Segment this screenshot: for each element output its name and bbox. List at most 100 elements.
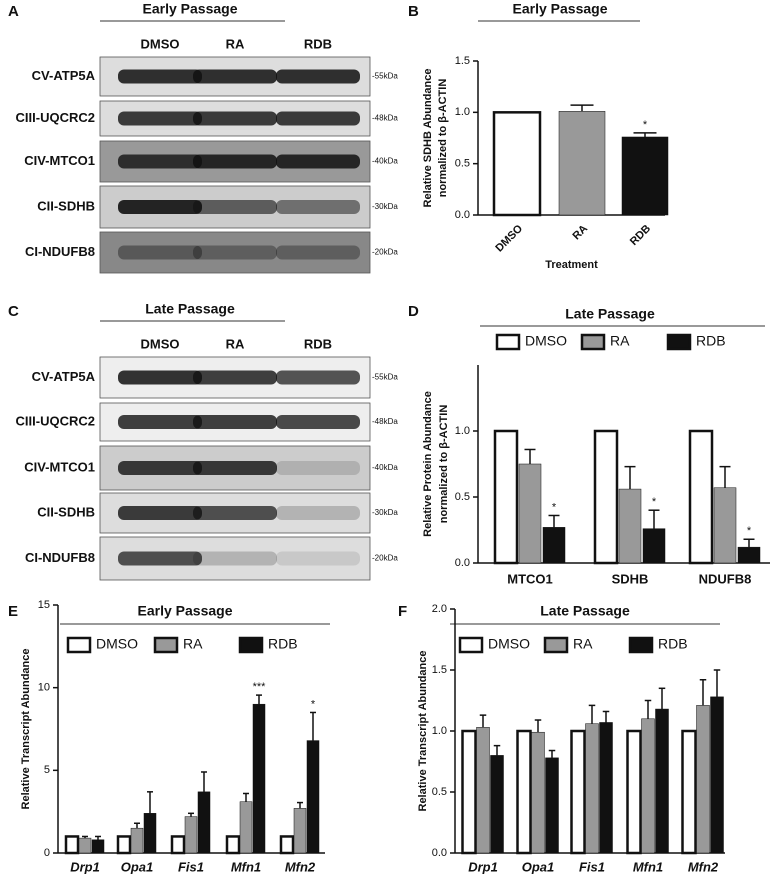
bar bbox=[518, 463, 542, 564]
blot-band bbox=[276, 415, 360, 429]
bar bbox=[492, 111, 542, 217]
x-tick-label: Mfn2 bbox=[285, 859, 316, 874]
bar bbox=[642, 528, 666, 564]
protein-label: CV-ATP5A bbox=[32, 68, 96, 83]
x-tick-label: Opa1 bbox=[522, 859, 555, 874]
protein-label: CIII-UQCRC2 bbox=[16, 110, 95, 125]
bar bbox=[626, 729, 642, 855]
blot-band bbox=[276, 200, 360, 214]
x-tick-label: Mfn1 bbox=[633, 859, 663, 874]
bar bbox=[545, 757, 559, 854]
bar bbox=[641, 718, 655, 854]
blot-strip bbox=[99, 231, 371, 274]
blot-band bbox=[118, 370, 202, 385]
blot-band bbox=[276, 506, 360, 520]
blot-band bbox=[193, 506, 277, 520]
panel-label: E bbox=[8, 603, 18, 620]
x-axis-label: Treatment bbox=[545, 259, 598, 271]
x-tick-label: SDHB bbox=[612, 571, 649, 586]
size-label: -55kDa bbox=[372, 373, 398, 382]
y-tick-label: 0.5 bbox=[455, 491, 470, 503]
bar bbox=[143, 813, 157, 854]
blot-band bbox=[276, 370, 360, 385]
panel-title: Early Passage bbox=[143, 1, 238, 17]
bar bbox=[599, 722, 613, 854]
legend-label: RDB bbox=[268, 636, 298, 652]
blot-band bbox=[118, 111, 202, 126]
x-tick-label: Fis1 bbox=[579, 859, 605, 874]
chart-title: Late Passage bbox=[540, 603, 630, 619]
bar bbox=[681, 729, 697, 855]
blot-band bbox=[118, 69, 202, 84]
bar bbox=[618, 488, 642, 564]
lane-label: RDB bbox=[304, 336, 332, 351]
y-tick-label: 1.0 bbox=[455, 106, 470, 118]
legend-label: DMSO bbox=[488, 636, 530, 652]
blot-band bbox=[118, 461, 202, 475]
panel-label: B bbox=[408, 3, 419, 20]
blot-band bbox=[276, 69, 360, 84]
bar bbox=[710, 696, 724, 854]
legend-swatch bbox=[153, 636, 179, 654]
blot-band bbox=[193, 461, 277, 475]
significance: * bbox=[652, 496, 657, 508]
y-axis-label: Relative Transcript Abundance bbox=[417, 651, 429, 812]
significance: * bbox=[552, 501, 557, 513]
lane-label: RA bbox=[226, 336, 245, 351]
size-label: -20kDa bbox=[372, 554, 398, 563]
y-axis-label: Relative Protein Abundance bbox=[422, 391, 434, 537]
bar bbox=[293, 808, 307, 854]
blot-band bbox=[193, 200, 277, 214]
size-label: -55kDa bbox=[372, 72, 398, 81]
legend-swatch bbox=[66, 636, 92, 654]
size-label: -20kDa bbox=[372, 248, 398, 257]
size-label: -40kDa bbox=[372, 463, 398, 472]
size-label: -40kDa bbox=[372, 157, 398, 166]
blot-strip bbox=[99, 536, 371, 581]
bar bbox=[170, 835, 186, 855]
bar bbox=[593, 429, 619, 565]
blot-band bbox=[118, 506, 202, 520]
bar bbox=[655, 708, 669, 854]
legend-swatch bbox=[495, 333, 521, 351]
bar bbox=[91, 839, 105, 854]
bar bbox=[116, 835, 132, 855]
y-tick-label: 2.0 bbox=[432, 603, 447, 615]
legend-swatch bbox=[628, 636, 654, 654]
bar bbox=[306, 740, 320, 854]
y-tick-label: 10 bbox=[38, 682, 50, 694]
panel-label: D bbox=[408, 303, 419, 320]
bar bbox=[621, 136, 669, 216]
legend-label: DMSO bbox=[96, 636, 138, 652]
bar bbox=[585, 723, 599, 854]
y-tick-label: 0.0 bbox=[455, 557, 470, 569]
protein-label: CI-NDUFB8 bbox=[25, 244, 95, 259]
size-label: -30kDa bbox=[372, 202, 398, 211]
bar bbox=[570, 729, 586, 855]
significance: *** bbox=[253, 681, 267, 693]
lane-label: RA bbox=[226, 36, 245, 51]
x-tick-label: RA bbox=[570, 223, 590, 243]
blot-band bbox=[193, 69, 277, 84]
legend-swatch bbox=[580, 333, 606, 351]
chart-title: Early Passage bbox=[138, 603, 233, 619]
blot-band bbox=[193, 111, 277, 126]
x-tick-label: NDUFB8 bbox=[699, 571, 752, 586]
blot-band bbox=[118, 154, 202, 169]
x-tick-label: Drp1 bbox=[70, 859, 100, 874]
legend-label: DMSO bbox=[525, 333, 567, 349]
legend-swatch bbox=[543, 636, 569, 654]
y-tick-label: 0.0 bbox=[432, 847, 447, 859]
bar bbox=[64, 835, 80, 855]
lane-label: DMSO bbox=[141, 36, 180, 51]
size-label: -30kDa bbox=[372, 508, 398, 517]
blot-band bbox=[193, 415, 277, 429]
y-tick-label: 1.5 bbox=[432, 664, 447, 676]
blot-band bbox=[276, 461, 360, 475]
protein-label: CIII-UQCRC2 bbox=[16, 413, 95, 428]
significance: * bbox=[747, 525, 752, 537]
bar bbox=[476, 727, 490, 854]
y-tick-label: 1.0 bbox=[455, 425, 470, 437]
bar bbox=[531, 731, 545, 854]
